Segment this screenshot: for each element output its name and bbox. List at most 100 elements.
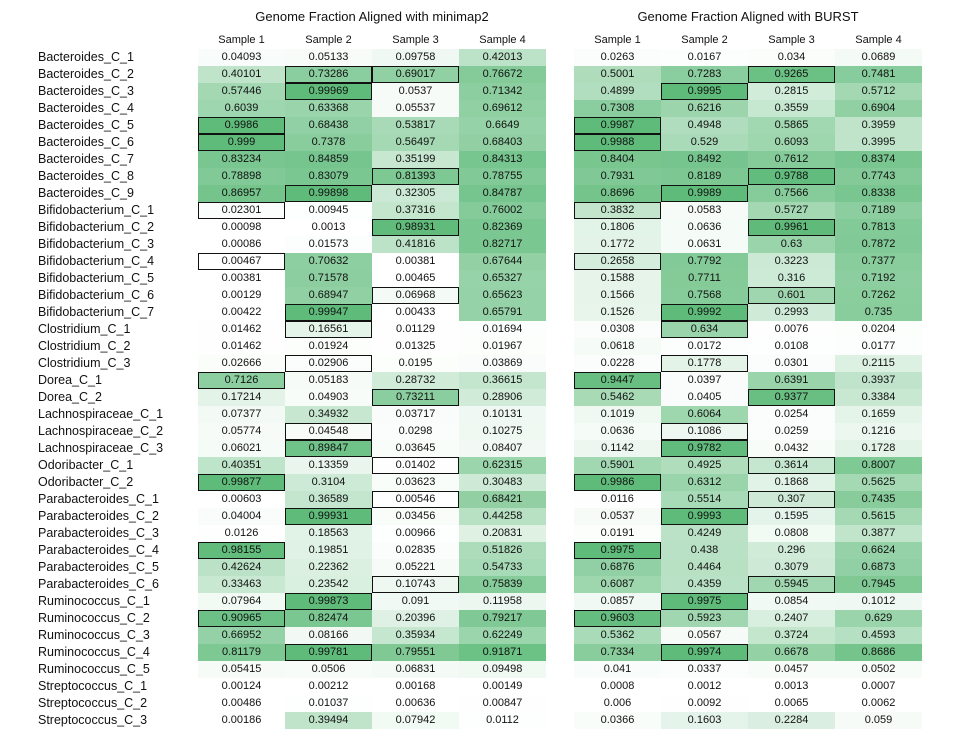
heatmap-cell: 0.07942 bbox=[372, 712, 459, 729]
heatmap-cell: 0.9975 bbox=[574, 542, 661, 559]
heatmap-cell: 0.01129 bbox=[372, 321, 459, 338]
heatmap-cell: 0.00465 bbox=[372, 270, 459, 287]
heatmap-cell: 0.01462 bbox=[198, 321, 285, 338]
heatmap-cell: 0.22362 bbox=[285, 559, 372, 576]
heatmap-cell: 0.00186 bbox=[198, 712, 285, 729]
heatmap-cell: 0.3995 bbox=[835, 134, 922, 151]
heatmap-cell: 0.18563 bbox=[285, 525, 372, 542]
heatmap-cell: 0.0537 bbox=[574, 508, 661, 525]
heatmap-cell: 0.5945 bbox=[748, 576, 835, 593]
heatmap-cell: 0.5727 bbox=[748, 202, 835, 219]
heatmap-cell: 0.00486 bbox=[198, 695, 285, 712]
heatmap-cell: 0.91871 bbox=[459, 644, 546, 661]
row-label: Ruminococcus_C_4 bbox=[38, 645, 150, 659]
row-label: Streptococcus_C_1 bbox=[38, 679, 148, 693]
heatmap-cell: 0.4948 bbox=[661, 117, 748, 134]
heatmap-cell: 0.9961 bbox=[748, 219, 835, 236]
row-label: Parabacteroides_C_2 bbox=[38, 509, 159, 523]
heatmap-cell: 0.30483 bbox=[459, 474, 546, 491]
row-label: Bifidobacterium_C_5 bbox=[38, 271, 155, 285]
heatmap-cell: 0.0204 bbox=[835, 321, 922, 338]
heatmap-cell: 0.33463 bbox=[198, 576, 285, 593]
heatmap-cell: 0.42624 bbox=[198, 559, 285, 576]
heatmap-cell: 0.01967 bbox=[459, 338, 546, 355]
heatmap-cell: 0.0567 bbox=[661, 627, 748, 644]
heatmap-cell: 0.32305 bbox=[372, 185, 459, 202]
heatmap-cell: 0.5901 bbox=[574, 457, 661, 474]
heatmap-cell: 0.438 bbox=[661, 542, 748, 559]
heatmap-cell: 0.39494 bbox=[285, 712, 372, 729]
heatmap-cell: 0.3559 bbox=[748, 100, 835, 117]
heatmap-cell: 0.99931 bbox=[285, 508, 372, 525]
row-label: Streptococcus_C_2 bbox=[38, 696, 148, 710]
heatmap-cell: 0.05221 bbox=[372, 559, 459, 576]
row-label: Ruminococcus_C_5 bbox=[38, 662, 150, 676]
heatmap-cell: 0.2407 bbox=[748, 610, 835, 627]
row-label: Ruminococcus_C_3 bbox=[38, 628, 150, 642]
heatmap-cell: 0.79217 bbox=[459, 610, 546, 627]
heatmap-cell: 0.601 bbox=[748, 287, 835, 304]
heatmap-cell: 0.76672 bbox=[459, 66, 546, 83]
column-header: Sample 2 bbox=[305, 34, 352, 46]
row-label: Bacteroides_C_2 bbox=[38, 67, 134, 81]
heatmap-cell: 0.0092 bbox=[661, 695, 748, 712]
heatmap-cell: 0.1595 bbox=[748, 508, 835, 525]
row-label: Bacteroides_C_3 bbox=[38, 84, 134, 98]
heatmap-cell: 0.84313 bbox=[459, 151, 546, 168]
heatmap-cell: 0.0366 bbox=[574, 712, 661, 729]
heatmap-cell: 0.9986 bbox=[574, 474, 661, 491]
heatmap-cell: 0.7378 bbox=[285, 134, 372, 151]
heatmap-cell: 0.5514 bbox=[661, 491, 748, 508]
heatmap-cell: 0.83079 bbox=[285, 168, 372, 185]
heatmap-cell: 0.40101 bbox=[198, 66, 285, 83]
heatmap-cell: 0.04903 bbox=[285, 389, 372, 406]
heatmap-cell: 0.1772 bbox=[574, 236, 661, 253]
heatmap-cell: 0.06831 bbox=[372, 661, 459, 678]
row-label: Bacteroides_C_4 bbox=[38, 101, 134, 115]
heatmap-cell: 0.034 bbox=[748, 49, 835, 66]
heatmap-cell: 0.01462 bbox=[198, 338, 285, 355]
heatmap-cell: 0.1019 bbox=[574, 406, 661, 423]
row-label: Bifidobacterium_C_6 bbox=[38, 288, 155, 302]
heatmap-cell: 0.7945 bbox=[835, 576, 922, 593]
heatmap-cell: 0.9974 bbox=[661, 644, 748, 661]
heatmap-cell: 0.0062 bbox=[835, 695, 922, 712]
heatmap-cell: 0.7568 bbox=[661, 287, 748, 304]
heatmap-cell: 0.44258 bbox=[459, 508, 546, 525]
heatmap-cell: 0.65327 bbox=[459, 270, 546, 287]
heatmap-cell: 0.296 bbox=[748, 542, 835, 559]
heatmap-cell: 0.00966 bbox=[372, 525, 459, 542]
heatmap-cell: 0.90965 bbox=[198, 610, 285, 627]
heatmap-cell: 0.9987 bbox=[574, 117, 661, 134]
heatmap-cell: 0.6391 bbox=[748, 372, 835, 389]
row-label: Clostridium_C_1 bbox=[38, 322, 131, 336]
heatmap-cell: 0.00086 bbox=[198, 236, 285, 253]
heatmap-cell: 0.01694 bbox=[459, 321, 546, 338]
heatmap-cell: 0.1086 bbox=[661, 423, 748, 440]
heatmap-cell: 0.5362 bbox=[574, 627, 661, 644]
heatmap-cell: 0.9788 bbox=[748, 168, 835, 185]
heatmap-cell: 0.3724 bbox=[748, 627, 835, 644]
heatmap-cell: 0.99781 bbox=[285, 644, 372, 661]
heatmap-cell: 0.05537 bbox=[372, 100, 459, 117]
heatmap-cell: 0.0618 bbox=[574, 338, 661, 355]
column-header: Sample 2 bbox=[681, 34, 728, 46]
heatmap-cell: 0.09498 bbox=[459, 661, 546, 678]
heatmap-cell: 0.7192 bbox=[835, 270, 922, 287]
heatmap-cell: 0.40351 bbox=[198, 457, 285, 474]
heatmap-cell: 0.02835 bbox=[372, 542, 459, 559]
heatmap-cell: 0.00212 bbox=[285, 678, 372, 695]
heatmap-cell: 0.36615 bbox=[459, 372, 546, 389]
heatmap-cell: 0.63368 bbox=[285, 100, 372, 117]
heatmap-cell: 0.68403 bbox=[459, 134, 546, 151]
heatmap-cell: 0.6873 bbox=[835, 559, 922, 576]
heatmap-cell: 0.2284 bbox=[748, 712, 835, 729]
heatmap-cell: 0.5462 bbox=[574, 389, 661, 406]
heatmap-cell: 0.6064 bbox=[661, 406, 748, 423]
heatmap-cell: 0.00422 bbox=[198, 304, 285, 321]
heatmap-cell: 0.8404 bbox=[574, 151, 661, 168]
column-header: Sample 4 bbox=[855, 34, 902, 46]
heatmap-cell: 0.34932 bbox=[285, 406, 372, 423]
heatmap-cell: 0.1216 bbox=[835, 423, 922, 440]
heatmap-cell: 0.0636 bbox=[574, 423, 661, 440]
